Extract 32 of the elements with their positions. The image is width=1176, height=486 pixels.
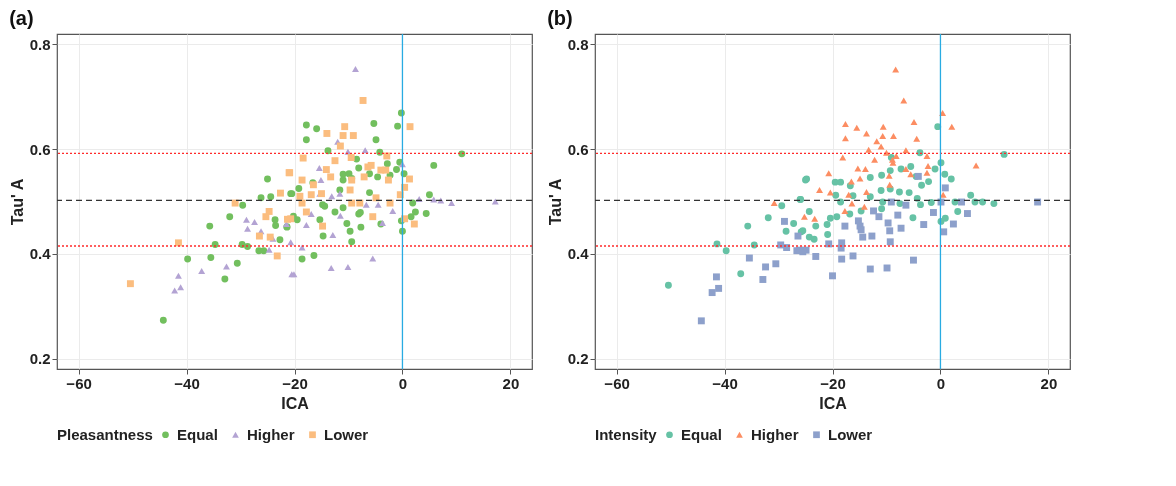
chart-title: (b)	[547, 7, 573, 30]
y-axis-title: Tau' A	[546, 178, 564, 226]
chart-title: (a)	[9, 7, 34, 30]
legend-label: Higher	[247, 425, 295, 443]
y-tick-label: 0.6	[567, 140, 589, 158]
legend-label: Equal	[177, 425, 218, 443]
y-axis-title: Tau' A	[8, 178, 26, 226]
x-tick-label: −40	[174, 374, 200, 392]
y-tick-label: 0.4	[567, 245, 590, 263]
y-tick-label: 0.6	[29, 140, 51, 158]
y-tick-label: 0.8	[29, 35, 51, 53]
legend-title: Intensity	[595, 426, 658, 443]
y-tick-label: 0.2	[567, 350, 589, 368]
legend-label: Lower	[828, 425, 873, 443]
x-axis-title: ICA	[281, 394, 310, 412]
x-tick-label: −60	[66, 374, 92, 392]
x-tick-label: −40	[712, 374, 738, 392]
legend-label: Higher	[751, 425, 799, 443]
y-tick-label: 0.8	[567, 35, 589, 53]
x-tick-label: 0	[936, 374, 946, 392]
x-tick-label: −20	[820, 374, 846, 392]
x-axis-title: ICA	[819, 394, 848, 412]
x-tick-label: 20	[502, 374, 520, 392]
x-tick-label: 0	[398, 374, 408, 392]
legend-label: Lower	[324, 425, 369, 443]
x-tick-label: −60	[604, 374, 630, 392]
legend-label: Equal	[681, 425, 722, 443]
y-tick-label: 0.4	[29, 245, 52, 263]
x-tick-label: −20	[282, 374, 308, 392]
y-tick-label: 0.2	[29, 350, 51, 368]
legend-title: Pleasantness	[57, 426, 153, 443]
x-tick-label: 20	[1040, 374, 1058, 392]
